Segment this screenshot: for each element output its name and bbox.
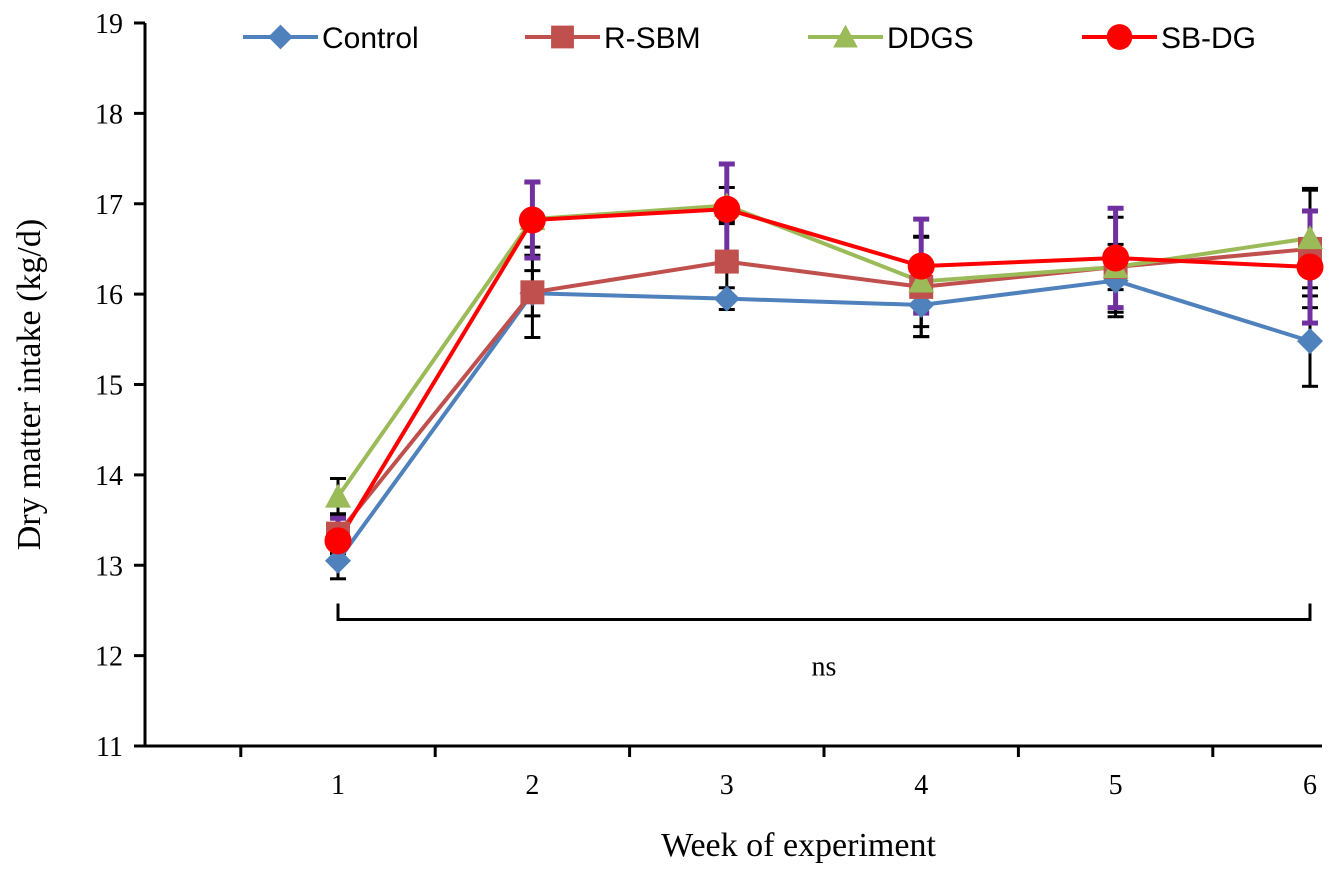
x-tick-label-4: 4 [914,770,928,801]
y-tick-label-16: 16 [95,280,123,311]
y-tick-label-19: 19 [95,9,123,40]
data-point-ddgs-week-4 [908,268,935,293]
series-lines [336,203,1311,562]
data-point-sb-dg-week-4 [907,252,935,280]
annotations: ns [336,603,1312,682]
data-point-sb-dg-week-1 [324,527,352,555]
y-tick-label-15: 15 [95,371,123,402]
series-line-control [336,278,1311,562]
x-tick-label-6: 6 [1303,770,1317,801]
x-tick-label-2: 2 [525,770,539,801]
x-tick-label-5: 5 [1109,770,1123,801]
axes [143,23,1322,748]
legend-item-r-sbm: R-SBM [525,22,701,55]
legend-marker-r-sbm [551,25,574,49]
x-tick-label-1: 1 [331,770,345,801]
data-point-ddgs-week-1 [325,483,351,508]
legend-item-sb-dg: SB-DG [1082,22,1256,55]
x-tick-label-3: 3 [720,770,734,801]
y-ticks: 11 12 13 14 15 16 17 18 19 [95,9,145,763]
significance-label: ns [812,651,837,682]
y-axis-title: Dry matter intake (kg/d) [11,219,48,550]
y-tick-label-13: 13 [95,551,123,582]
data-point-control-week-1 [325,547,351,574]
y-tick-label-12: 12 [95,642,123,673]
y-tick-label-14: 14 [95,461,123,492]
legend-label-ddgs: DDGS [887,22,974,55]
series-line-sb-dg [336,207,1311,542]
legend-item-ddgs: DDGS [808,22,974,55]
x-ticks: 1 2 3 4 5 6 [239,746,1317,801]
legend-item-control: Control [243,22,419,55]
data-point-r-sbm-week-3 [714,249,739,274]
data-point-sb-dg-week-5 [1102,244,1130,272]
y-tick-label-11: 11 [96,732,123,763]
error-bars [330,161,1318,581]
series-line-ddgs [336,203,1311,498]
legend-marker-control [268,24,293,50]
data-point-sb-dg-week-6 [1296,253,1324,281]
data-point-r-sbm-week-2 [520,280,545,305]
legend-label-r-sbm: R-SBM [604,22,701,55]
legend-label-sb-dg: SB-DG [1161,22,1256,55]
legend-label-control: Control [322,22,419,55]
y-tick-label-18: 18 [95,99,123,130]
data-point-sb-dg-week-3 [713,195,741,223]
legend: Control R-SBM DDGS SB-DG [243,22,1256,55]
x-axis-title: Week of experiment [661,827,936,864]
series-markers [324,192,1324,574]
data-point-control-week-6 [1297,328,1323,355]
legend-marker-ddgs [833,24,858,48]
data-point-control-week-3 [713,285,740,312]
data-point-sb-dg-week-2 [518,206,546,234]
significance-bracket [336,603,1312,621]
data-point-ddgs-week-6 [1297,225,1323,250]
y-tick-label-17: 17 [95,190,123,221]
legend-marker-sb-dg [1106,24,1133,50]
